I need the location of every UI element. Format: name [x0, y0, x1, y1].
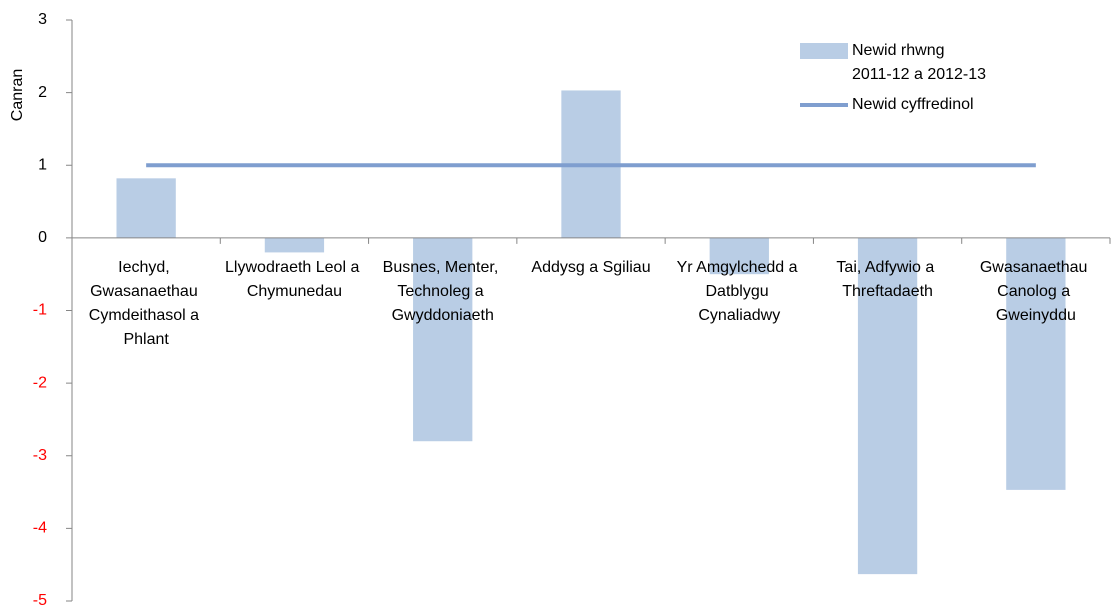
y-axis-label: Canran [9, 69, 26, 121]
x-tick-label: Yr Amgylchedd a Datblygu Cynaliadwy [677, 259, 802, 324]
y-tick-label: 0 [38, 229, 47, 246]
y-tick-label: -2 [33, 374, 47, 391]
y-tick-label: -5 [33, 592, 47, 609]
y-tick-label: 3 [38, 11, 47, 28]
y-tick-label: 2 [38, 84, 47, 101]
bar [413, 237, 473, 442]
bar [264, 237, 325, 253]
legend-label: Newid cyffredinol [852, 96, 974, 113]
x-tick-label: Llywodraeth Leol a Chymunedau [225, 259, 364, 300]
bar [116, 178, 176, 238]
bar [709, 237, 769, 275]
x-tick-label: Gwasanaethau Canolog a Gweinyddu [980, 259, 1092, 324]
x-tick-label: Addysg a Sgiliau [531, 259, 650, 276]
x-tick-label: Busnes, Menter, Technoleg a Gwyddoniaeth [383, 259, 503, 324]
legend-swatch [800, 43, 848, 59]
x-tick-label: Iechyd, Gwasanaethau Cymdeithasol a Phla… [89, 259, 204, 348]
bar [1006, 237, 1066, 490]
y-tick-label: -1 [33, 302, 47, 319]
x-tick-label: Tai, Adfywio a Threftadaeth [836, 259, 938, 300]
y-tick-label: -3 [33, 447, 47, 464]
y-tick-label: -4 [33, 520, 47, 537]
legend-label: Newid rhwng 2011-12 a 2012-13 [852, 42, 986, 83]
bar [857, 237, 918, 575]
y-tick-label: 1 [38, 156, 47, 173]
